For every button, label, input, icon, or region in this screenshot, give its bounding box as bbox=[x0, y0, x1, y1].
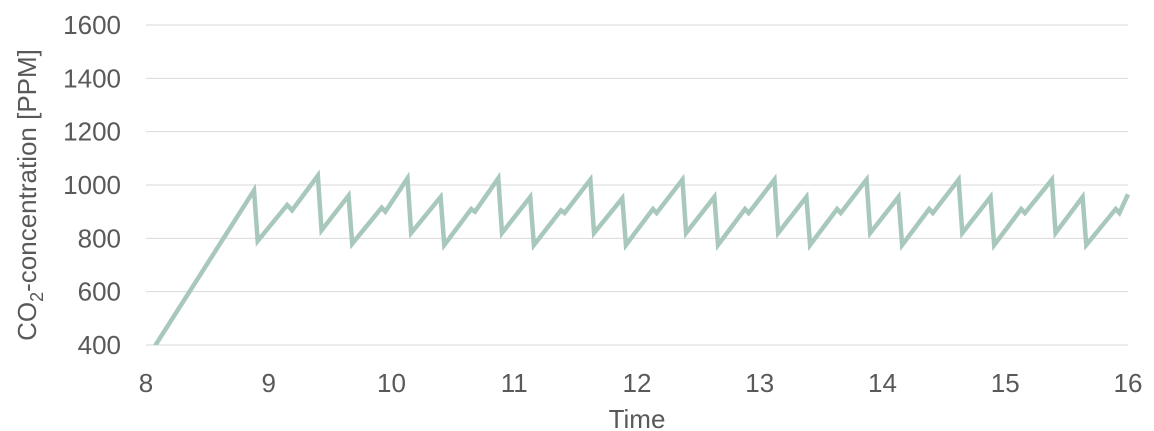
y-tick-label: 600 bbox=[78, 277, 121, 307]
x-tick-label: 9 bbox=[262, 368, 276, 398]
y-tick-labels: 400 600 800 1000 1200 1400 1600 bbox=[63, 10, 121, 360]
x-tick-label: 12 bbox=[623, 368, 652, 398]
x-tick-label: 8 bbox=[139, 368, 153, 398]
y-tick-label: 1000 bbox=[63, 170, 121, 200]
y-tick-label: 400 bbox=[78, 330, 121, 360]
x-tick-label: 15 bbox=[991, 368, 1020, 398]
x-tick-label: 16 bbox=[1114, 368, 1143, 398]
y-tick-label: 1600 bbox=[63, 10, 121, 40]
x-tick-label: 11 bbox=[501, 368, 528, 398]
x-tick-label: 14 bbox=[868, 368, 897, 398]
y-tick-label: 1400 bbox=[63, 63, 121, 93]
gridlines bbox=[146, 24, 1128, 293]
x-tick-label: 10 bbox=[377, 368, 406, 398]
y-axis-title: CO2-concentration [PPM] bbox=[12, 49, 47, 341]
x-tick-label: 13 bbox=[745, 368, 774, 398]
y-tick-label: 800 bbox=[78, 223, 121, 253]
y-axis-title-rest: -concentration [PPM] bbox=[12, 49, 42, 292]
co2-series-line bbox=[152, 169, 1130, 345]
y-axis-title-main: CO bbox=[12, 302, 42, 341]
x-tick-labels: 8 9 10 11 12 13 14 15 16 bbox=[139, 368, 1143, 398]
y-tick-label: 1200 bbox=[63, 117, 121, 147]
y-axis-title-subscript: 2 bbox=[27, 292, 47, 302]
x-axis-title: Time bbox=[609, 404, 666, 431]
series-layer bbox=[152, 169, 1130, 345]
